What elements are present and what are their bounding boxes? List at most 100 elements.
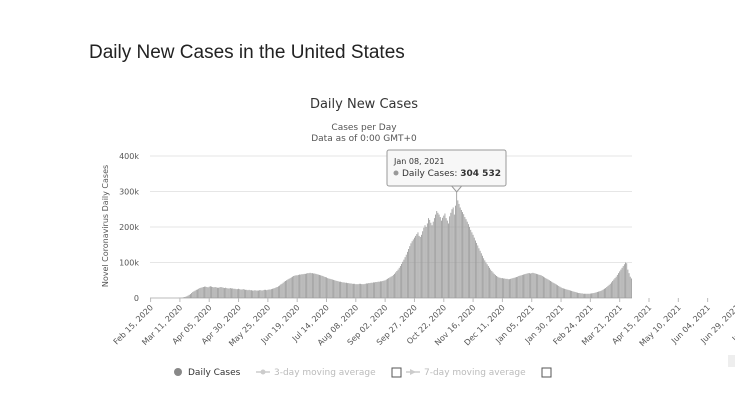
bar[interactable] <box>231 288 232 298</box>
bar[interactable] <box>188 296 189 298</box>
bar[interactable] <box>524 274 525 298</box>
bar[interactable] <box>476 243 477 298</box>
bar[interactable] <box>305 274 306 298</box>
bar[interactable] <box>589 294 590 298</box>
bar[interactable] <box>270 289 271 298</box>
bar[interactable] <box>230 288 231 298</box>
bar[interactable] <box>372 283 373 298</box>
bar[interactable] <box>428 218 429 298</box>
bar[interactable] <box>467 222 468 298</box>
bar[interactable] <box>381 281 382 298</box>
bar[interactable] <box>222 287 223 298</box>
bar[interactable] <box>210 286 211 298</box>
bar[interactable] <box>411 243 412 298</box>
bar[interactable] <box>584 294 585 298</box>
bar[interactable] <box>474 238 475 298</box>
bar[interactable] <box>502 278 503 298</box>
bar[interactable] <box>258 291 259 298</box>
bar[interactable] <box>291 277 292 298</box>
bar[interactable] <box>366 283 367 298</box>
bar[interactable] <box>443 216 444 298</box>
bar[interactable] <box>412 241 413 298</box>
bar[interactable] <box>293 276 294 298</box>
bar[interactable] <box>570 291 571 298</box>
scrollbar[interactable] <box>728 355 735 367</box>
bar[interactable] <box>494 274 495 298</box>
bar[interactable] <box>341 282 342 298</box>
bar[interactable] <box>565 289 566 298</box>
bar[interactable] <box>249 290 250 298</box>
bar[interactable] <box>232 288 233 298</box>
bar[interactable] <box>507 279 508 298</box>
bar[interactable] <box>364 284 365 298</box>
bar[interactable] <box>303 274 304 298</box>
bar[interactable] <box>266 290 267 298</box>
bar[interactable] <box>574 292 575 298</box>
bar[interactable] <box>365 284 366 298</box>
bar[interactable] <box>310 273 311 298</box>
bar[interactable] <box>561 287 562 298</box>
bar[interactable] <box>201 288 202 298</box>
bar[interactable] <box>613 280 614 298</box>
bar[interactable] <box>194 291 195 298</box>
bar[interactable] <box>484 260 485 298</box>
bar[interactable] <box>525 274 526 298</box>
bar[interactable] <box>251 290 252 298</box>
bar[interactable] <box>307 273 308 298</box>
bar[interactable] <box>564 289 565 298</box>
bar[interactable] <box>296 275 297 298</box>
bar[interactable] <box>308 273 309 298</box>
bar[interactable] <box>555 284 556 298</box>
bar[interactable] <box>626 263 627 298</box>
bar[interactable] <box>401 264 402 298</box>
bar[interactable] <box>320 275 321 298</box>
bar[interactable] <box>501 278 502 298</box>
bar[interactable] <box>196 290 197 298</box>
bar[interactable] <box>184 297 185 298</box>
bar[interactable] <box>362 284 363 298</box>
bar[interactable] <box>479 248 480 298</box>
bar[interactable] <box>496 276 497 298</box>
bar[interactable] <box>442 218 443 298</box>
bar[interactable] <box>192 292 193 298</box>
bar[interactable] <box>550 281 551 298</box>
bar[interactable] <box>602 290 603 298</box>
bar[interactable] <box>403 260 404 298</box>
bar[interactable] <box>601 291 602 298</box>
bar[interactable] <box>253 291 254 298</box>
bar[interactable] <box>252 291 253 298</box>
bar[interactable] <box>248 290 249 298</box>
bar[interactable] <box>434 218 435 298</box>
bar[interactable] <box>264 290 265 298</box>
bar[interactable] <box>421 235 422 298</box>
bar[interactable] <box>292 277 293 298</box>
bar[interactable] <box>503 278 504 298</box>
bar[interactable] <box>527 274 528 299</box>
bar[interactable] <box>400 266 401 298</box>
bar[interactable] <box>263 290 264 298</box>
bar[interactable] <box>339 282 340 298</box>
bar[interactable] <box>450 213 451 298</box>
bar[interactable] <box>472 232 473 298</box>
bar[interactable] <box>331 279 332 298</box>
bar[interactable] <box>343 282 344 298</box>
bar[interactable] <box>224 288 225 298</box>
bar[interactable] <box>283 283 284 298</box>
bar[interactable] <box>437 213 438 298</box>
bar[interactable] <box>359 284 360 298</box>
bar[interactable] <box>617 275 618 298</box>
bar[interactable] <box>422 231 423 298</box>
bar[interactable] <box>205 287 206 298</box>
bar[interactable] <box>537 274 538 298</box>
bar[interactable] <box>579 293 580 298</box>
bar[interactable] <box>531 273 532 298</box>
bar[interactable] <box>294 276 295 298</box>
bar[interactable] <box>486 263 487 299</box>
bar[interactable] <box>547 279 548 298</box>
bar[interactable] <box>566 289 567 298</box>
bar[interactable] <box>354 284 355 298</box>
bar[interactable] <box>609 285 610 298</box>
bar[interactable] <box>572 291 573 298</box>
bar[interactable] <box>629 273 630 298</box>
bar[interactable] <box>282 284 283 298</box>
